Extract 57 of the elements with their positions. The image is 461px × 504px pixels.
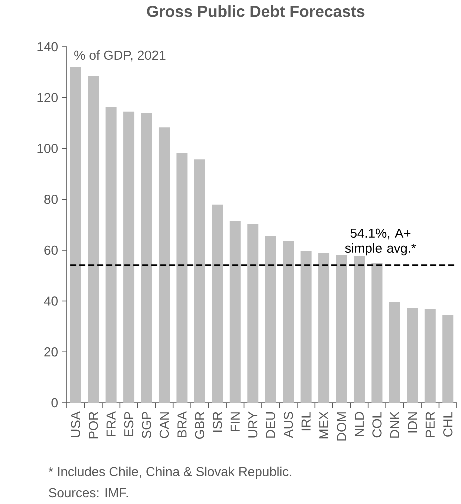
- bar: [194, 160, 206, 403]
- x-tick-label: USA: [71, 412, 80, 438]
- y-tick-label: 0: [52, 398, 58, 408]
- bar: [124, 112, 135, 403]
- x-tick-label: FIN: [230, 412, 240, 432]
- x-tick-label: DOM: [337, 412, 346, 441]
- bar: [230, 221, 241, 403]
- x-tick-label: AUS: [284, 412, 294, 438]
- y-tick-label: 20: [44, 348, 58, 357]
- x-tick-label: DEU: [266, 412, 276, 438]
- x-tick-label: BRA: [178, 412, 187, 438]
- bar: [354, 256, 365, 403]
- bar: [372, 263, 383, 403]
- bar: [318, 253, 330, 403]
- bar: [158, 128, 170, 403]
- bar: [70, 67, 82, 403]
- bar: [283, 241, 294, 403]
- bar: [141, 113, 152, 403]
- y-tick-label: 100: [38, 144, 58, 154]
- x-tick-label: PER: [426, 412, 435, 438]
- bar: [407, 308, 418, 403]
- bar: [300, 251, 312, 403]
- y-tick-label: 120: [38, 93, 58, 102]
- bar: [442, 315, 454, 403]
- bar: [265, 236, 276, 403]
- x-tick-label: COL: [372, 412, 382, 438]
- bar: [424, 309, 436, 403]
- text: * Includes Chile, China & Slovak Republic.: [48, 466, 292, 480]
- y-tick-label: 140: [38, 42, 58, 52]
- chart-subtitle: % of GDP, 2021: [74, 50, 166, 62]
- x-tick-label: IDN: [408, 412, 418, 433]
- x-tick-label: NLD: [355, 412, 364, 436]
- bar: [389, 302, 400, 403]
- x-tick-label: ISR: [213, 412, 222, 432]
- bar: [248, 224, 259, 403]
- x-tick-label: IRL: [302, 412, 311, 431]
- bar: [176, 154, 188, 403]
- x-tick-label: GBR: [195, 412, 205, 440]
- bar: [88, 76, 100, 403]
- x-tick-label: FRA: [106, 412, 116, 436]
- x-tick-label: CAN: [160, 412, 170, 438]
- y-tick-label: 40: [44, 296, 58, 306]
- x-tick-label: ESP: [124, 412, 134, 436]
- x-tick-label: DNK: [390, 412, 400, 438]
- x-tick-label: MEX: [320, 412, 329, 439]
- bar: [336, 256, 348, 403]
- chart-title: Gross Public Debt Forecasts: [147, 6, 365, 18]
- x-tick-label: CHL: [444, 412, 453, 437]
- y-tick-label: 60: [44, 246, 58, 256]
- y-tick-label: 80: [44, 194, 58, 204]
- x-tick-label: SGP: [142, 412, 152, 438]
- bar: [106, 107, 117, 403]
- x-tick-label: URY: [248, 412, 258, 438]
- ref-line-label: 54.1%, A+ simple avg.*: [345, 228, 416, 256]
- x-tick-label: POR: [88, 412, 98, 439]
- source-note: Sources: IMF.: [49, 488, 128, 498]
- bar: [212, 204, 224, 403]
